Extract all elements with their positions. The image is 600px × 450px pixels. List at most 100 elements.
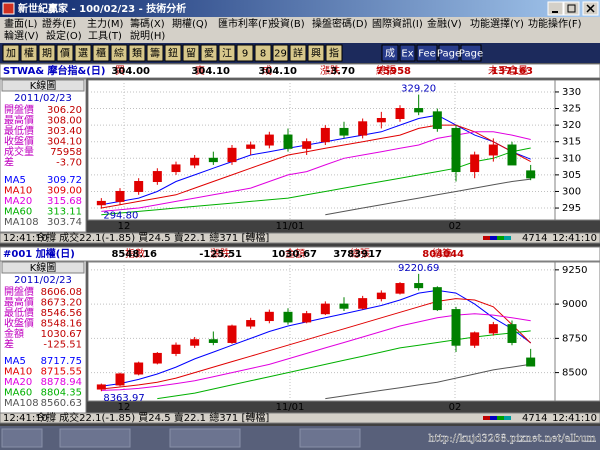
candle-body <box>171 164 181 173</box>
menu-item[interactable]: 主力(M) <box>87 17 124 30</box>
candle-body <box>208 339 218 343</box>
candle-body <box>470 154 480 173</box>
menu-item[interactable]: 輪選(V) <box>4 29 39 42</box>
info-label: 差 <box>4 156 14 169</box>
toolbar-button[interactable] <box>182 44 200 62</box>
candle-body <box>451 127 461 173</box>
ma-line <box>101 298 532 390</box>
menu-item[interactable]: 功能操作(F) <box>528 17 582 30</box>
y-tick-label: 8750 <box>562 333 587 344</box>
toolbar-button[interactable] <box>200 44 218 62</box>
menu-item[interactable]: 證券(E) <box>42 17 76 30</box>
toolbar-button[interactable] <box>38 44 56 62</box>
y-tick-label: 300 <box>562 186 581 197</box>
window-button[interactable] <box>563 1 580 16</box>
quote-value: 8548.16 <box>111 249 157 260</box>
toolbar-button[interactable] <box>325 44 343 62</box>
menu-item[interactable]: 操盤密碼(D) <box>312 17 368 30</box>
y-tick-label: 330 <box>562 87 581 98</box>
toolbar-button[interactable] <box>307 44 325 62</box>
taskbar-button[interactable] <box>169 428 241 448</box>
toolbar-label: 選 <box>78 47 88 60</box>
quote-label: 漲跌 <box>320 64 340 77</box>
candle-body <box>451 309 461 346</box>
taskbar-button[interactable] <box>299 428 361 448</box>
toolbar-button[interactable] <box>289 44 307 62</box>
menu-item[interactable]: 國際資訊(I) <box>372 17 423 30</box>
ma-value: 8804.35 <box>41 388 82 399</box>
toolbar-label: 詳 <box>293 47 303 60</box>
toolbar-button[interactable] <box>164 44 182 62</box>
candle-body <box>115 190 125 202</box>
quote-value: 304.10 <box>258 66 297 77</box>
ma-label: MA20 <box>4 196 32 207</box>
menu-item[interactable]: 金融(V) <box>427 17 462 30</box>
menu-item[interactable]: 畫面(L) <box>4 17 37 30</box>
toolbar-button[interactable] <box>92 44 110 62</box>
app-icon <box>2 2 15 15</box>
menu-item[interactable]: 說明(H) <box>130 29 165 42</box>
toolbar-button[interactable] <box>254 44 272 62</box>
toolbar-button[interactable] <box>236 44 254 62</box>
taskbar-button[interactable] <box>1 428 43 448</box>
window-button[interactable] <box>547 1 564 16</box>
toolbar-button[interactable] <box>416 44 438 62</box>
candle-body <box>395 108 405 119</box>
ma-line <box>157 330 531 400</box>
toolbar-label: 權 <box>24 47 34 60</box>
menu-item[interactable]: 籌碼(X) <box>130 17 165 30</box>
taskbar-button[interactable] <box>59 428 131 448</box>
info-value: 303.40 <box>47 126 82 137</box>
quote-label: 賣 <box>195 64 205 77</box>
menu-item[interactable]: 設定(O) <box>46 29 82 42</box>
toolbar-button[interactable] <box>460 44 482 62</box>
y-tick-label: 310 <box>562 153 581 164</box>
toolbar-button[interactable] <box>20 44 38 62</box>
toolbar-label: 29 <box>274 49 287 60</box>
ma-value: 8715.55 <box>41 367 82 378</box>
info-date: 2011/02/23 <box>14 93 72 104</box>
toolbar-button[interactable] <box>56 44 74 62</box>
candle-body <box>246 320 256 327</box>
toolbar-button[interactable] <box>2 44 20 62</box>
info-label: 最低價 <box>4 306 34 319</box>
toolbar-button[interactable] <box>399 44 416 62</box>
menu-item[interactable]: 功能選擇(Y) <box>470 17 524 30</box>
info-value: 8548.16 <box>41 319 82 330</box>
ma-line <box>101 114 531 206</box>
toolbar-button[interactable] <box>438 44 460 62</box>
menu-item[interactable]: 工具(T) <box>88 30 122 42</box>
candle-body <box>246 144 256 149</box>
panel-header <box>0 63 600 79</box>
info-title-box <box>1 79 85 92</box>
toolbar-label: 成 <box>385 48 395 60</box>
y-tick-label: 8500 <box>562 368 587 379</box>
toolbar-label: Page <box>437 49 461 60</box>
toolbar-button[interactable] <box>128 44 146 62</box>
info-label: 金額 <box>4 327 24 340</box>
info-label: 成交量 <box>4 145 34 158</box>
status-indicator <box>504 416 511 420</box>
toolbar-button[interactable] <box>381 44 399 62</box>
toolbar-button[interactable] <box>110 44 128 62</box>
candle-body <box>488 324 498 334</box>
status-indicator <box>490 416 497 420</box>
toolbar-button[interactable] <box>218 44 236 62</box>
ma-value: 8717.75 <box>41 356 82 367</box>
menu-item[interactable]: 期權(Q) <box>172 17 208 30</box>
toolbar-label: 興 <box>311 48 321 60</box>
toolbar-button[interactable] <box>146 44 164 62</box>
quote-label: 總張 <box>350 247 370 260</box>
candle-body <box>395 283 405 294</box>
y-tick-label: 9250 <box>562 265 587 276</box>
toolbar-button[interactable] <box>272 44 289 62</box>
axis-area <box>554 261 600 402</box>
info-label: 開盤價 <box>4 103 34 116</box>
info-value: -125.51 <box>43 340 82 351</box>
candle-body <box>526 170 536 179</box>
menu-item[interactable]: 投資(B) <box>270 17 305 30</box>
toolbar-button[interactable] <box>74 44 92 62</box>
menu-item[interactable]: 匯市利率(F) <box>218 17 272 30</box>
candle-body <box>264 134 274 146</box>
status-indicator <box>483 416 490 420</box>
